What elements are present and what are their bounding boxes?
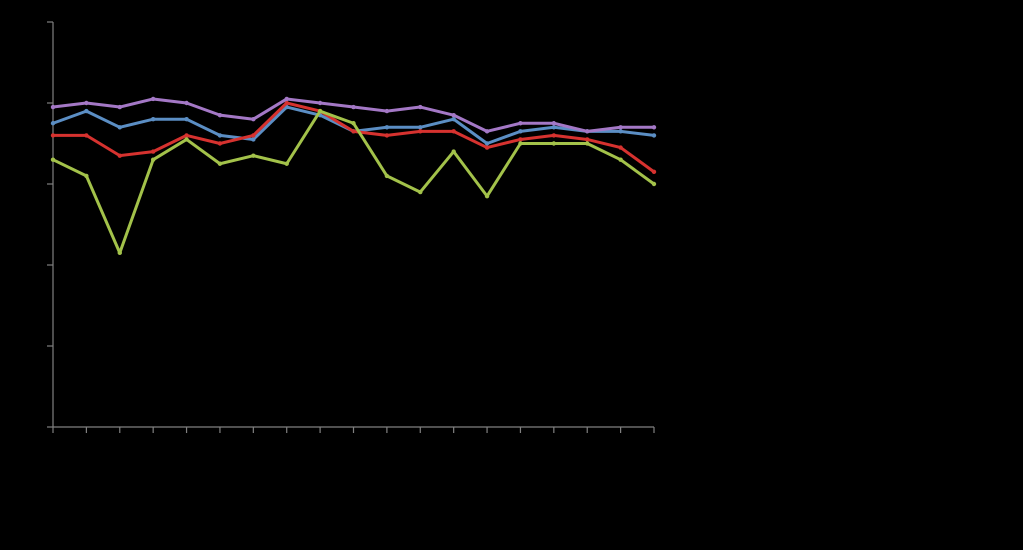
line-chart (0, 0, 1023, 550)
